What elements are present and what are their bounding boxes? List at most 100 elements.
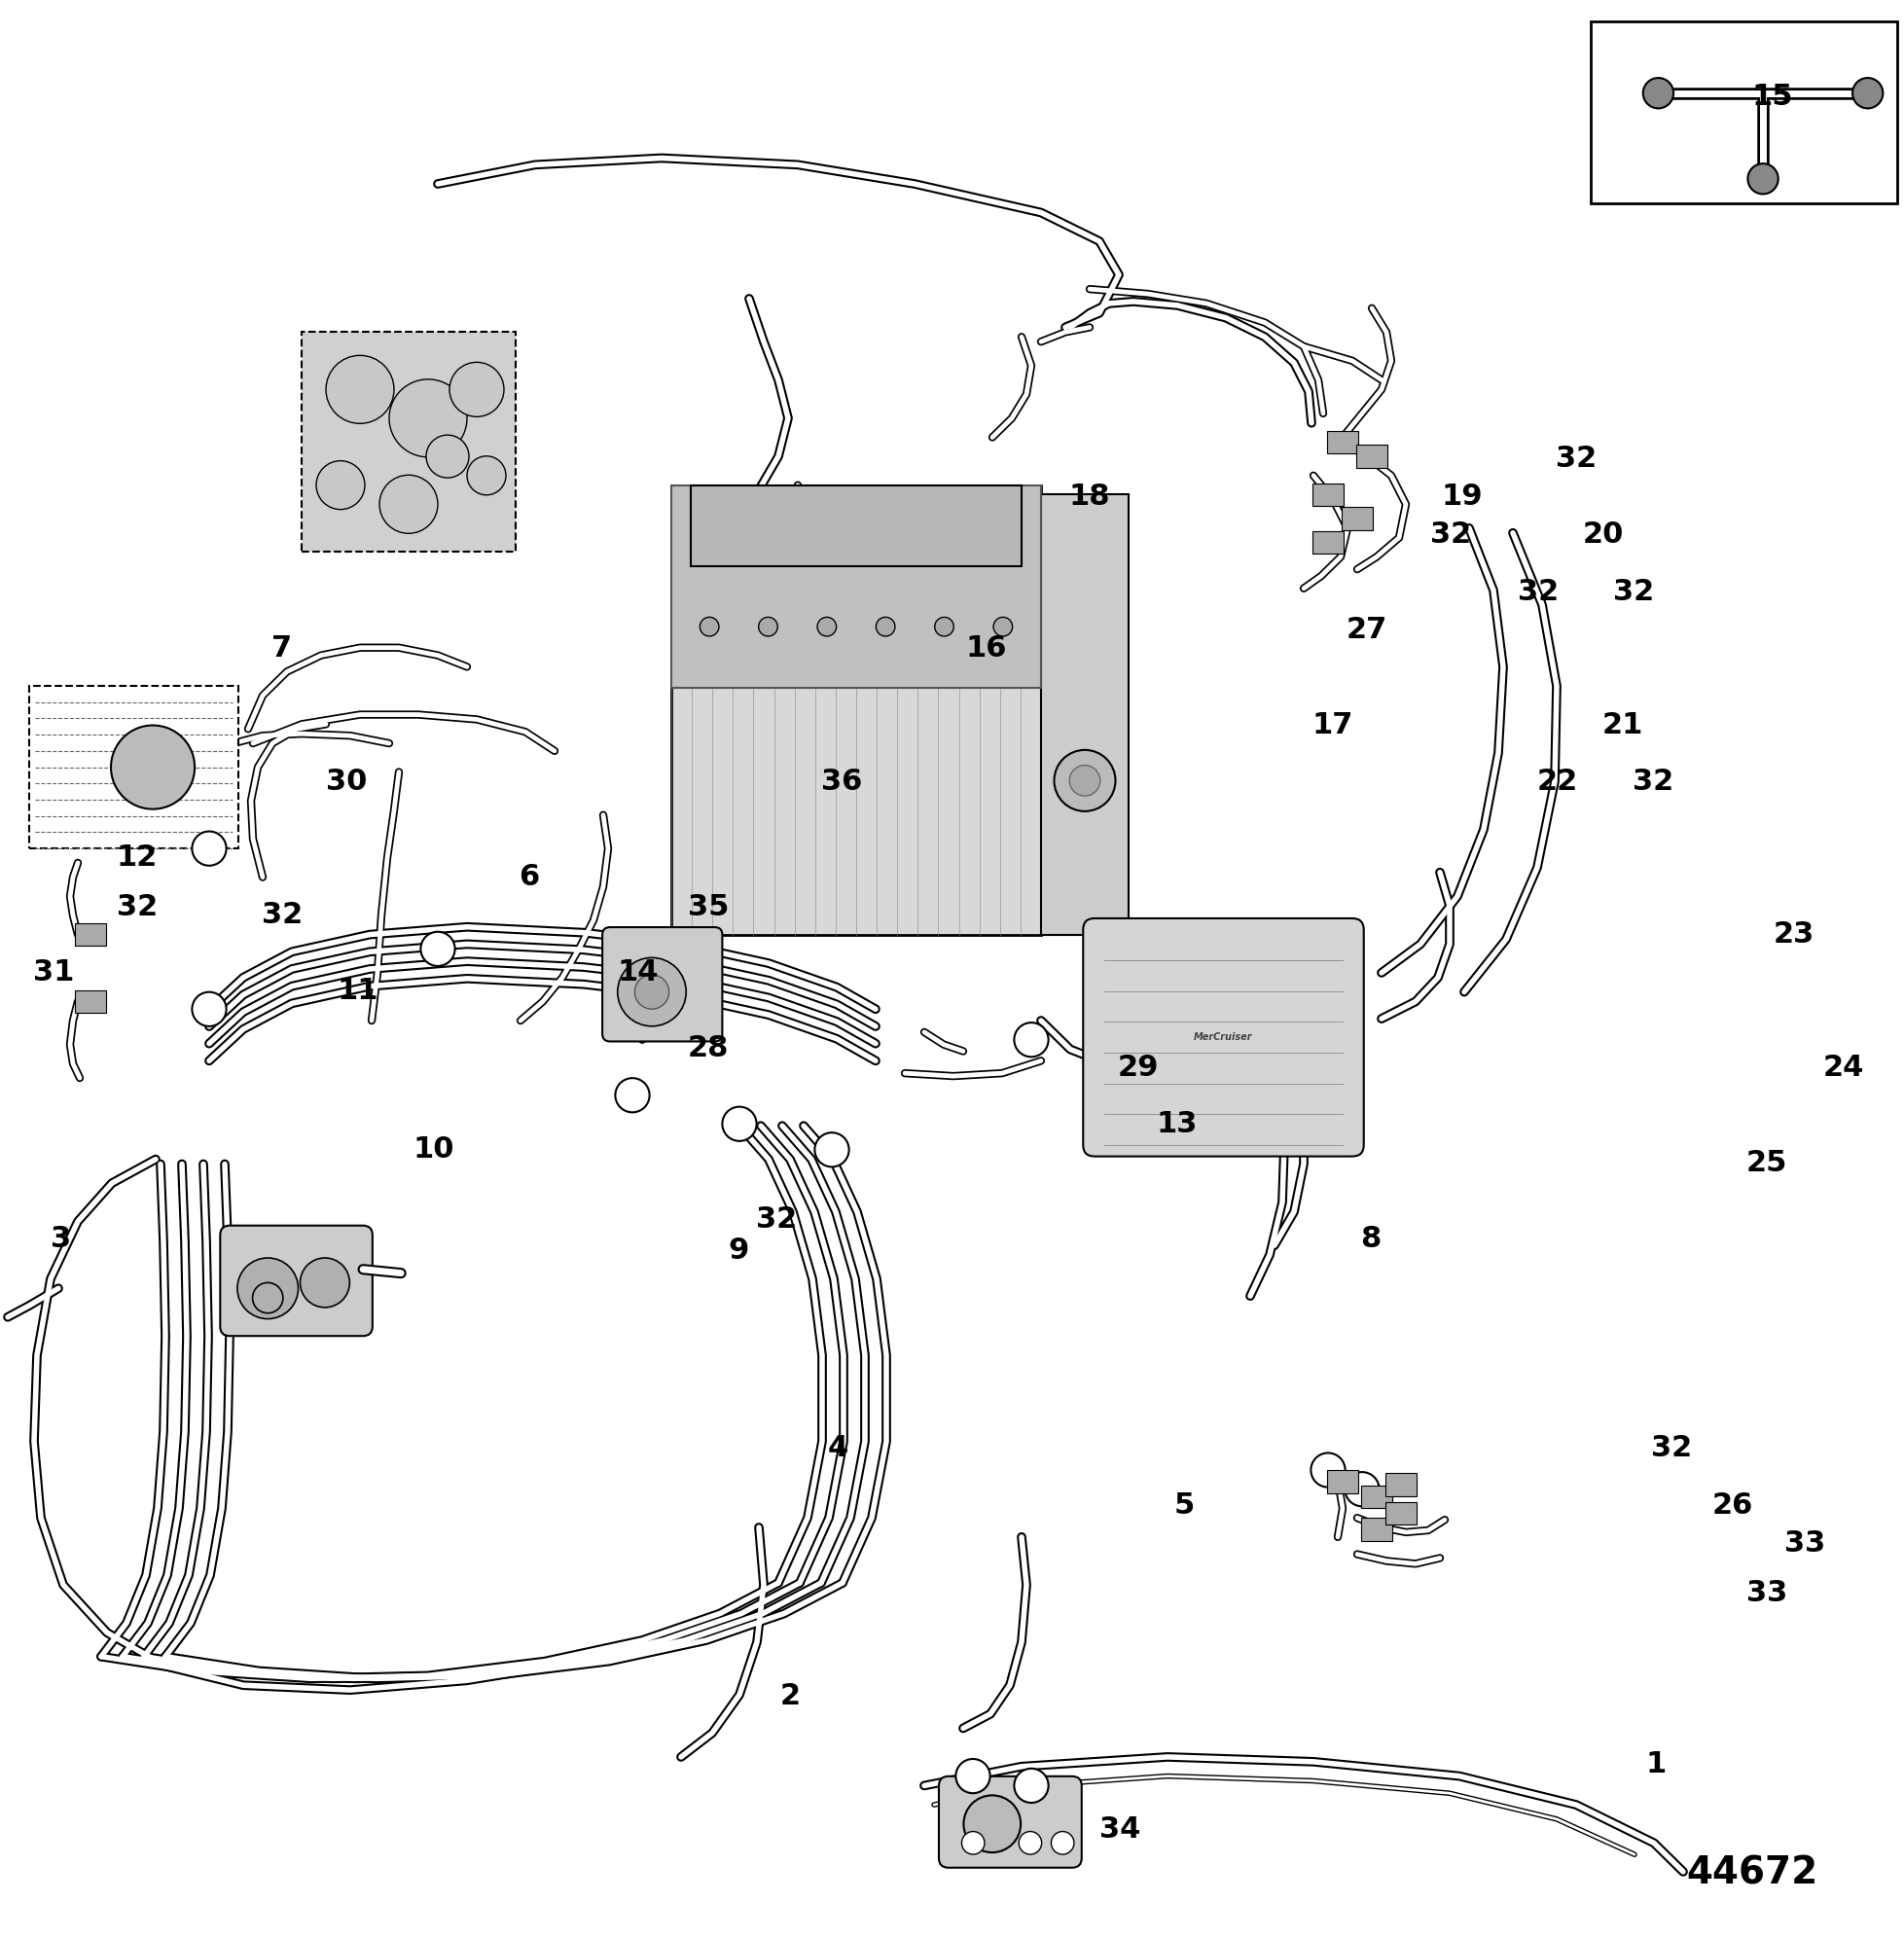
Circle shape	[466, 455, 506, 496]
Circle shape	[935, 618, 954, 635]
Bar	[1327, 430, 1358, 453]
Bar	[1041, 494, 1129, 934]
Text: 27: 27	[1346, 616, 1388, 643]
Text: 33: 33	[1784, 1530, 1826, 1557]
Circle shape	[253, 1282, 284, 1313]
Text: 44672: 44672	[1685, 1854, 1818, 1891]
Text: 10: 10	[413, 1135, 455, 1164]
Text: 5: 5	[1175, 1491, 1194, 1519]
Text: 15: 15	[1752, 83, 1794, 110]
Text: 9: 9	[729, 1236, 748, 1265]
Text: 32: 32	[116, 893, 158, 922]
Circle shape	[1015, 1768, 1049, 1803]
Circle shape	[876, 618, 895, 635]
Circle shape	[956, 1759, 990, 1794]
Text: 6: 6	[520, 864, 539, 891]
Text: 28: 28	[687, 1034, 729, 1063]
Text: 25: 25	[1746, 1149, 1788, 1178]
Bar	[672, 484, 1041, 688]
Bar	[1386, 1472, 1417, 1495]
Text: 32: 32	[756, 1205, 798, 1234]
Text: 33: 33	[1746, 1579, 1788, 1608]
Text: 24: 24	[1822, 1054, 1864, 1081]
Circle shape	[1070, 765, 1101, 796]
Text: 18: 18	[1068, 482, 1110, 511]
Bar	[1342, 507, 1373, 531]
Bar	[691, 484, 1022, 566]
Circle shape	[379, 475, 438, 533]
Bar	[29, 686, 238, 848]
FancyBboxPatch shape	[1083, 918, 1363, 1156]
Bar	[1327, 1470, 1358, 1493]
Text: 32: 32	[261, 901, 303, 930]
Circle shape	[994, 618, 1013, 635]
Circle shape	[758, 618, 777, 635]
Text: 35: 35	[687, 893, 729, 922]
Circle shape	[1643, 77, 1674, 108]
Circle shape	[388, 380, 466, 457]
Text: 30: 30	[326, 767, 367, 796]
Circle shape	[301, 1257, 350, 1307]
Circle shape	[817, 618, 836, 635]
Text: 1: 1	[1647, 1751, 1666, 1778]
Circle shape	[1853, 77, 1883, 108]
Circle shape	[617, 957, 685, 1027]
Text: 17: 17	[1312, 711, 1354, 738]
Bar	[1356, 446, 1386, 469]
Circle shape	[421, 932, 455, 967]
Circle shape	[192, 992, 227, 1027]
Circle shape	[962, 1832, 984, 1854]
Circle shape	[449, 362, 505, 416]
Text: 7: 7	[272, 635, 291, 662]
Text: 11: 11	[337, 978, 379, 1005]
Circle shape	[110, 724, 194, 810]
Circle shape	[615, 1079, 649, 1112]
Circle shape	[963, 1796, 1021, 1852]
Circle shape	[815, 1133, 849, 1166]
Bar	[76, 924, 107, 945]
Circle shape	[326, 354, 394, 424]
Text: 29: 29	[1118, 1054, 1160, 1081]
FancyBboxPatch shape	[602, 928, 722, 1042]
Circle shape	[1344, 1472, 1378, 1507]
Text: 8: 8	[1361, 1224, 1380, 1253]
Circle shape	[701, 618, 720, 635]
Circle shape	[634, 974, 668, 1009]
Text: 32: 32	[1430, 521, 1472, 548]
Text: 32: 32	[1632, 767, 1674, 796]
FancyBboxPatch shape	[221, 1226, 373, 1337]
Text: 32: 32	[1517, 577, 1559, 606]
Circle shape	[1310, 1453, 1344, 1488]
Text: 23: 23	[1773, 920, 1815, 949]
Circle shape	[1019, 1832, 1041, 1854]
Circle shape	[1055, 750, 1116, 812]
Text: 3: 3	[51, 1224, 70, 1253]
FancyBboxPatch shape	[939, 1776, 1081, 1867]
Text: 21: 21	[1601, 711, 1643, 738]
Bar	[1361, 1486, 1392, 1509]
Bar	[1590, 21, 1896, 203]
Text: 2: 2	[781, 1681, 800, 1710]
Text: 4: 4	[828, 1433, 847, 1462]
Circle shape	[1015, 1023, 1049, 1058]
Circle shape	[1051, 1832, 1074, 1854]
Bar	[76, 990, 107, 1013]
Text: 34: 34	[1099, 1815, 1140, 1844]
Text: 13: 13	[1156, 1110, 1198, 1139]
Text: 31: 31	[32, 959, 74, 986]
Text: 14: 14	[617, 959, 659, 986]
Circle shape	[426, 436, 468, 478]
Bar	[1312, 531, 1342, 554]
Text: 22: 22	[1537, 767, 1578, 796]
Text: 20: 20	[1582, 521, 1624, 548]
Bar	[1312, 482, 1342, 506]
Text: 32: 32	[1613, 577, 1655, 606]
Circle shape	[1748, 163, 1778, 194]
Bar	[672, 484, 1041, 934]
Bar	[1361, 1519, 1392, 1540]
Text: 12: 12	[116, 845, 158, 872]
Bar	[1386, 1501, 1417, 1524]
Circle shape	[238, 1257, 299, 1319]
Text: 36: 36	[821, 767, 863, 796]
Text: 19: 19	[1441, 482, 1483, 511]
